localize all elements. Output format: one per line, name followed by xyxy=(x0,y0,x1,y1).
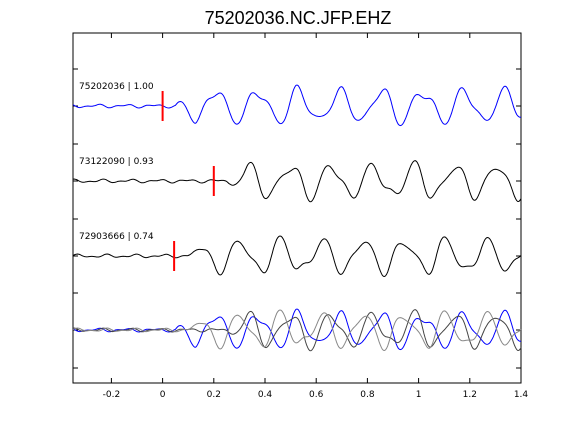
traces xyxy=(72,84,522,278)
trace-label: 73122090 | 0.93 xyxy=(79,157,154,167)
overlay-trace-line xyxy=(72,309,522,352)
trace-line xyxy=(72,160,522,203)
x-tick-label: 0.2 xyxy=(207,390,221,400)
x-tick-label: -0.2 xyxy=(103,390,121,400)
y-axis-ticks xyxy=(73,68,521,369)
x-tick-label: 0.8 xyxy=(360,390,375,400)
trace-label: 75202036 | 1.00 xyxy=(79,82,154,92)
chart-title: 75202036.NC.JFP.EHZ xyxy=(205,8,392,28)
x-tick-label: 0.6 xyxy=(309,390,324,400)
trace-line xyxy=(72,84,522,127)
trace-label: 72903666 | 0.74 xyxy=(79,232,154,242)
plot-frame xyxy=(72,32,522,384)
x-tick-label: 0 xyxy=(160,390,166,400)
trace-line xyxy=(72,235,522,278)
x-tick-label: 1.2 xyxy=(463,390,477,400)
x-tick-label: 1 xyxy=(416,390,422,400)
overlay-trace-line xyxy=(72,309,522,352)
x-axis: -0.2 0 0.2 0.4 0.6 0.8 1 1.2 1.4 xyxy=(103,33,529,400)
x-tick-label: 0.4 xyxy=(258,390,273,400)
overlay-traces xyxy=(72,308,522,352)
pick-markers xyxy=(161,91,215,271)
x-tick-label: 1.4 xyxy=(514,390,529,400)
trace-labels: 75202036 | 1.00 73122090 | 0.93 72903666 |… xyxy=(79,82,154,242)
overlay-trace-line xyxy=(72,308,522,351)
